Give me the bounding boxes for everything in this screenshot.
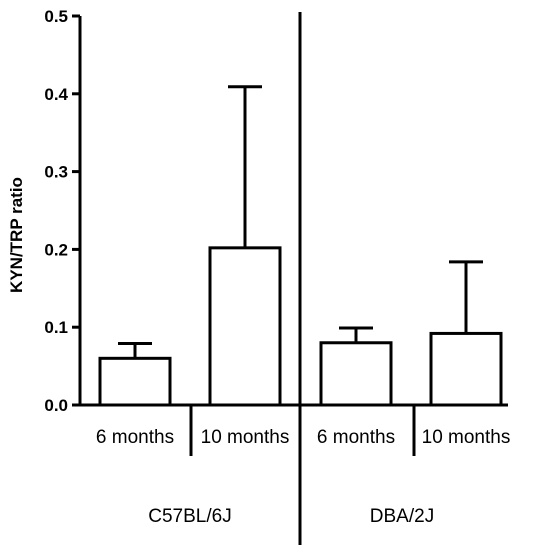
x-tick-label: 10 months xyxy=(201,427,290,448)
x-tick-label: 6 months xyxy=(317,427,395,448)
bars xyxy=(98,85,503,407)
separators xyxy=(189,12,416,545)
group-labels: C57BL/6J DBA/2J xyxy=(148,506,434,527)
y-axis-label: KYN/TRP ratio xyxy=(7,177,26,293)
group-label: C57BL/6J xyxy=(148,506,231,527)
bar xyxy=(98,356,172,407)
y-tick-label: 0.5 xyxy=(44,7,68,26)
y-axis: 0.0 0.1 0.2 0.3 0.4 0.5 xyxy=(44,7,82,415)
y-tick-label: 0.0 xyxy=(44,396,68,415)
x-tick-label: 10 months xyxy=(422,427,511,448)
bar xyxy=(319,341,393,407)
bar xyxy=(208,246,282,407)
y-tick-label: 0.3 xyxy=(44,163,68,182)
x-axis: 6 months 10 months 6 months 10 months xyxy=(78,403,511,448)
y-tick-label: 0.1 xyxy=(44,318,68,337)
y-tick-label: 0.4 xyxy=(44,85,68,104)
group-label: DBA/2J xyxy=(370,506,434,527)
y-tick-label: 0.2 xyxy=(44,240,68,259)
x-tick-label: 6 months xyxy=(96,427,174,448)
bar xyxy=(429,331,503,407)
